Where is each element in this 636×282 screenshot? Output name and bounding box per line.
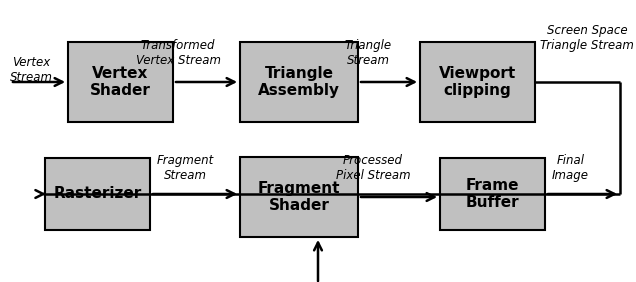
Text: Rasterizer: Rasterizer	[53, 186, 142, 202]
Bar	[68, 42, 173, 122]
Bar	[240, 42, 358, 122]
Bar	[440, 158, 545, 230]
Text: Fragment
Shader: Fragment Shader	[258, 181, 340, 213]
Text: Triangle
Assembly: Triangle Assembly	[258, 66, 340, 98]
Text: Viewport
clipping: Viewport clipping	[439, 66, 516, 98]
Text: Vertex
Stream: Vertex Stream	[10, 56, 53, 84]
Bar	[420, 42, 535, 122]
Text: Frame
Buffer: Frame Buffer	[466, 178, 520, 210]
Bar	[45, 158, 150, 230]
Text: Final
Image: Final Image	[552, 154, 589, 182]
Text: Triangle
Stream: Triangle Stream	[345, 39, 392, 67]
Text: Processed
Pixel Stream: Processed Pixel Stream	[336, 154, 410, 182]
Text: Vertex
Shader: Vertex Shader	[90, 66, 151, 98]
Text: Fragment
Stream: Fragment Stream	[156, 154, 214, 182]
Text: Transformed
Vertex Stream: Transformed Vertex Stream	[135, 39, 221, 67]
Text: Screen Space
Triangle Stream: Screen Space Triangle Stream	[540, 24, 634, 52]
Bar	[240, 157, 358, 237]
